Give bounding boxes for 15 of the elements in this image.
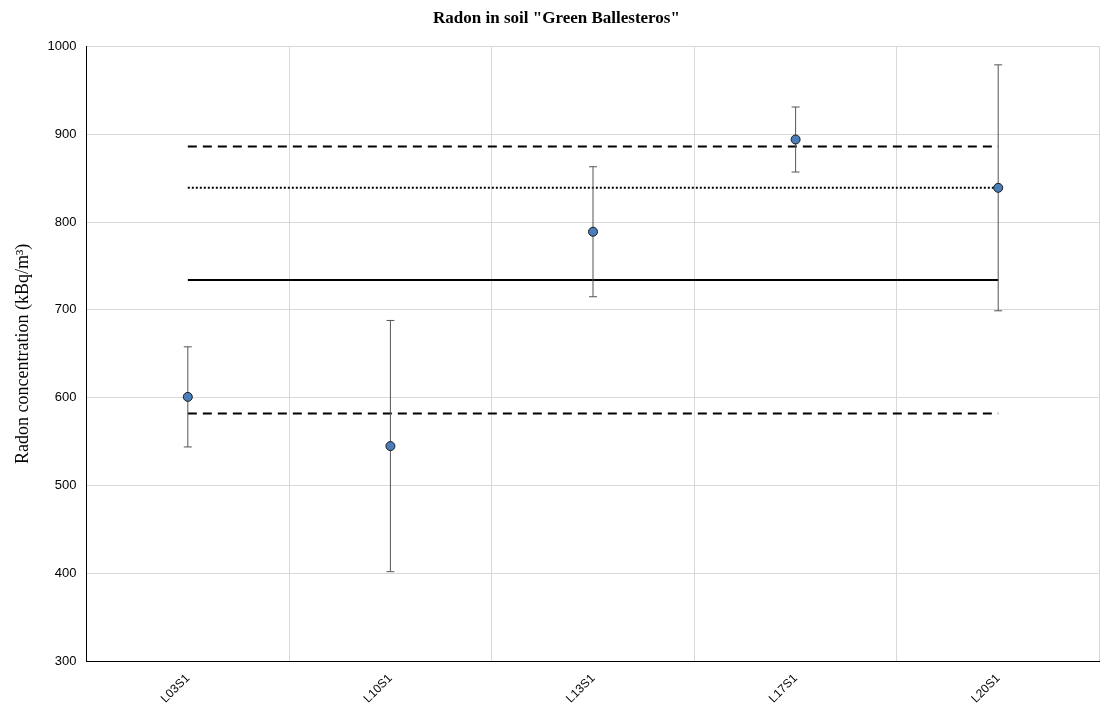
point [385,441,396,452]
point [993,182,1004,193]
y-tick-label: 500 [54,477,77,493]
chart-title: Radon in soil "Green Ballesteros" [433,7,680,27]
y-tick-label: 300 [54,652,77,668]
y-tick-label: 900 [54,125,77,141]
point [790,134,801,145]
y-tick-label: 800 [54,213,77,229]
point [182,391,193,402]
y-tick-label: 700 [54,301,77,317]
y-tick-label: 1000 [47,37,77,53]
y-tick-label: 600 [54,389,77,405]
point [588,226,599,237]
y-axis-title: Radon concentration (kBq/m³) [11,243,33,465]
y-tick-label: 400 [54,565,77,581]
